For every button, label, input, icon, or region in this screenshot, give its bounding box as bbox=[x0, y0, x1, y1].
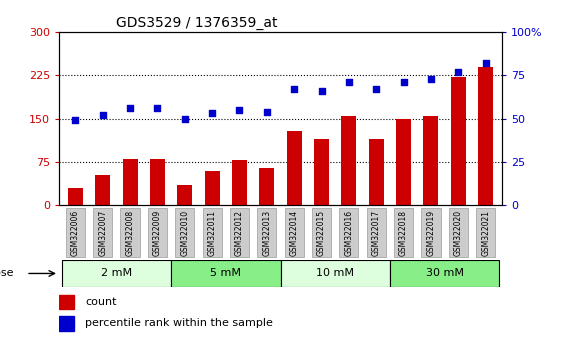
Bar bbox=[95, 175, 110, 205]
Point bbox=[180, 116, 189, 121]
Text: GSM322006: GSM322006 bbox=[71, 210, 80, 256]
Bar bbox=[451, 77, 466, 205]
Point bbox=[235, 107, 244, 113]
Text: GSM322013: GSM322013 bbox=[263, 210, 272, 256]
FancyBboxPatch shape bbox=[280, 260, 390, 287]
Point bbox=[98, 112, 107, 118]
Text: GSM322021: GSM322021 bbox=[481, 210, 490, 256]
Text: GSM322011: GSM322011 bbox=[208, 210, 217, 256]
Text: GSM322009: GSM322009 bbox=[153, 210, 162, 256]
FancyBboxPatch shape bbox=[394, 208, 413, 257]
Point bbox=[153, 105, 162, 111]
Bar bbox=[59, 295, 75, 309]
Text: GSM322012: GSM322012 bbox=[235, 210, 244, 256]
Text: GDS3529 / 1376359_at: GDS3529 / 1376359_at bbox=[116, 16, 277, 30]
FancyBboxPatch shape bbox=[121, 208, 140, 257]
FancyBboxPatch shape bbox=[171, 260, 280, 287]
FancyBboxPatch shape bbox=[367, 208, 386, 257]
Text: GSM322017: GSM322017 bbox=[372, 210, 381, 256]
Text: GSM322019: GSM322019 bbox=[426, 210, 435, 256]
Text: 5 mM: 5 mM bbox=[210, 268, 241, 279]
Text: GSM322007: GSM322007 bbox=[98, 210, 107, 256]
FancyBboxPatch shape bbox=[148, 208, 167, 257]
Text: GSM322020: GSM322020 bbox=[454, 210, 463, 256]
FancyBboxPatch shape bbox=[203, 208, 222, 257]
Text: percentile rank within the sample: percentile rank within the sample bbox=[85, 318, 273, 328]
Bar bbox=[396, 119, 411, 205]
Point bbox=[126, 105, 135, 111]
Text: 30 mM: 30 mM bbox=[426, 268, 463, 279]
Bar bbox=[150, 159, 165, 205]
Text: GSM322016: GSM322016 bbox=[344, 210, 353, 256]
Point bbox=[71, 118, 80, 123]
FancyBboxPatch shape bbox=[339, 208, 358, 257]
FancyBboxPatch shape bbox=[175, 208, 194, 257]
FancyBboxPatch shape bbox=[421, 208, 440, 257]
Bar bbox=[424, 116, 439, 205]
Bar bbox=[205, 171, 219, 205]
Text: GSM322010: GSM322010 bbox=[180, 210, 189, 256]
Point bbox=[317, 88, 326, 94]
FancyBboxPatch shape bbox=[476, 208, 495, 257]
Text: GSM322018: GSM322018 bbox=[399, 210, 408, 256]
Text: GSM322008: GSM322008 bbox=[126, 210, 135, 256]
Text: GSM322014: GSM322014 bbox=[289, 210, 298, 256]
FancyBboxPatch shape bbox=[93, 208, 112, 257]
Point bbox=[289, 86, 298, 92]
Bar bbox=[68, 188, 83, 205]
FancyBboxPatch shape bbox=[66, 208, 85, 257]
FancyBboxPatch shape bbox=[284, 208, 304, 257]
FancyBboxPatch shape bbox=[230, 208, 249, 257]
Point bbox=[454, 69, 463, 75]
Bar bbox=[342, 116, 356, 205]
Bar bbox=[59, 316, 75, 331]
FancyBboxPatch shape bbox=[449, 208, 468, 257]
Point bbox=[426, 76, 435, 81]
FancyBboxPatch shape bbox=[257, 208, 277, 257]
FancyBboxPatch shape bbox=[390, 260, 499, 287]
Bar bbox=[232, 160, 247, 205]
Point bbox=[263, 109, 272, 114]
Point bbox=[344, 79, 353, 85]
Text: 2 mM: 2 mM bbox=[101, 268, 132, 279]
FancyBboxPatch shape bbox=[312, 208, 331, 257]
Text: GSM322015: GSM322015 bbox=[317, 210, 326, 256]
Point bbox=[481, 60, 490, 66]
Bar bbox=[177, 185, 192, 205]
Point bbox=[372, 86, 381, 92]
Bar bbox=[287, 131, 302, 205]
Text: 10 mM: 10 mM bbox=[316, 268, 354, 279]
Point bbox=[208, 110, 217, 116]
Bar bbox=[369, 139, 384, 205]
Bar bbox=[314, 139, 329, 205]
Bar bbox=[478, 67, 493, 205]
Bar bbox=[122, 159, 137, 205]
Text: dose: dose bbox=[0, 268, 14, 279]
FancyBboxPatch shape bbox=[62, 260, 171, 287]
Point bbox=[399, 79, 408, 85]
Bar bbox=[259, 168, 274, 205]
Text: count: count bbox=[85, 297, 117, 307]
